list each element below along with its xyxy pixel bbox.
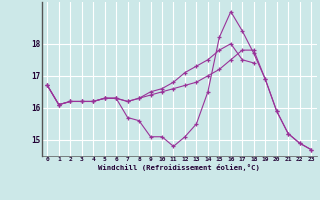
X-axis label: Windchill (Refroidissement éolien,°C): Windchill (Refroidissement éolien,°C) xyxy=(98,164,260,171)
